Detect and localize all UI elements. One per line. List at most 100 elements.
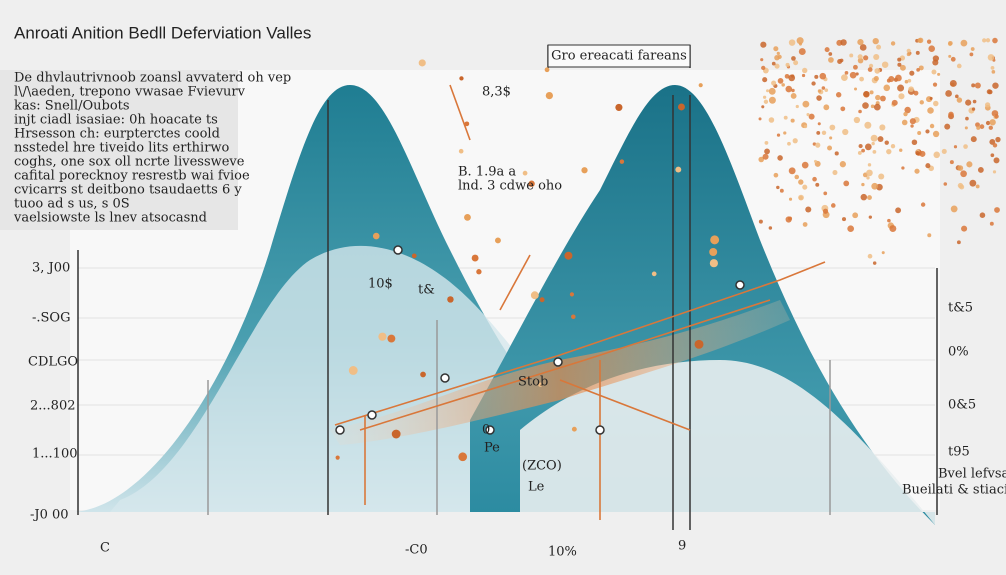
- dot: [873, 103, 881, 111]
- annotation: Stob: [518, 375, 548, 390]
- dot: [889, 225, 897, 233]
- dot: [928, 45, 935, 52]
- dot: [872, 37, 879, 45]
- dot: [897, 57, 902, 62]
- dot: [864, 121, 872, 129]
- annotation: Le: [528, 480, 545, 495]
- dot: [834, 151, 839, 156]
- dot: [785, 62, 790, 67]
- left-label: 1...100: [32, 447, 77, 462]
- dot: [817, 122, 821, 126]
- dot: [801, 73, 806, 78]
- dot: [870, 104, 875, 109]
- dot: [764, 148, 770, 155]
- dot: [897, 84, 905, 92]
- dot: [944, 123, 951, 130]
- dot: [795, 104, 799, 109]
- dot: [798, 194, 804, 201]
- dot: [564, 251, 573, 260]
- dot: [522, 170, 528, 176]
- legend-box: [547, 44, 691, 68]
- dot: [539, 297, 545, 303]
- dot: [816, 130, 821, 135]
- dot: [791, 56, 796, 61]
- dot: [805, 206, 812, 213]
- dot: [920, 202, 926, 207]
- annotation: B. 1.9a a: [458, 165, 516, 180]
- dot: [886, 148, 892, 155]
- dot: [841, 217, 847, 222]
- marker: [393, 245, 403, 255]
- dot: [840, 39, 847, 46]
- note-line: Hrsesson ch: eurpterctes coold: [14, 127, 220, 142]
- dot: [812, 176, 817, 182]
- dot: [372, 232, 380, 240]
- dot: [831, 203, 836, 208]
- dot: [758, 156, 764, 163]
- dot: [768, 87, 776, 95]
- dot: [785, 216, 792, 223]
- dot: [917, 38, 922, 43]
- dot: [966, 161, 973, 168]
- dot: [869, 90, 874, 95]
- dot: [955, 94, 959, 99]
- dot: [827, 145, 833, 151]
- dots: [335, 37, 1001, 462]
- dot: [878, 173, 885, 180]
- dot: [777, 78, 784, 84]
- dot: [903, 111, 908, 117]
- annotation: t&: [418, 283, 435, 298]
- dot: [994, 114, 999, 119]
- dot: [768, 117, 775, 123]
- dot: [766, 89, 770, 93]
- dot: [545, 91, 553, 100]
- dot: [950, 56, 956, 62]
- right-label: 0&5: [948, 398, 976, 413]
- dot: [895, 207, 902, 214]
- left-label: CDLGO: [28, 355, 78, 370]
- dot: [957, 165, 964, 171]
- dot: [992, 37, 998, 44]
- annotation: (ZCO): [522, 459, 562, 474]
- dot: [916, 67, 920, 72]
- dot: [773, 46, 779, 52]
- dot: [464, 213, 471, 221]
- dot: [898, 93, 905, 100]
- dot: [788, 74, 796, 82]
- dot: [788, 39, 796, 46]
- dot: [762, 153, 769, 160]
- dot: [965, 99, 972, 106]
- dot: [464, 121, 470, 127]
- dot: [881, 61, 889, 68]
- dot: [806, 113, 810, 117]
- dot: [828, 52, 833, 56]
- dot: [615, 103, 623, 111]
- dot: [571, 426, 577, 432]
- dot: [992, 170, 997, 174]
- dot: [901, 119, 908, 126]
- dot: [887, 218, 891, 223]
- dot: [762, 95, 767, 99]
- dot: [801, 161, 809, 169]
- dot: [989, 221, 994, 226]
- dot: [870, 134, 878, 142]
- dot: [847, 225, 855, 233]
- dot: [933, 151, 940, 159]
- dot: [867, 67, 873, 72]
- dot: [796, 37, 804, 45]
- dot: [823, 191, 828, 196]
- dot: [835, 92, 842, 98]
- dot: [949, 160, 954, 165]
- dot: [841, 74, 848, 81]
- dot: [771, 80, 777, 86]
- dot: [918, 65, 924, 71]
- dot: [909, 118, 916, 125]
- dot: [950, 205, 958, 213]
- dot: [883, 84, 891, 92]
- dot: [933, 100, 939, 107]
- dot: [790, 93, 797, 99]
- dot: [853, 116, 861, 124]
- dot: [881, 251, 885, 255]
- note-line: tuoo ad s us, s 0S: [14, 197, 130, 212]
- marker: [335, 425, 345, 435]
